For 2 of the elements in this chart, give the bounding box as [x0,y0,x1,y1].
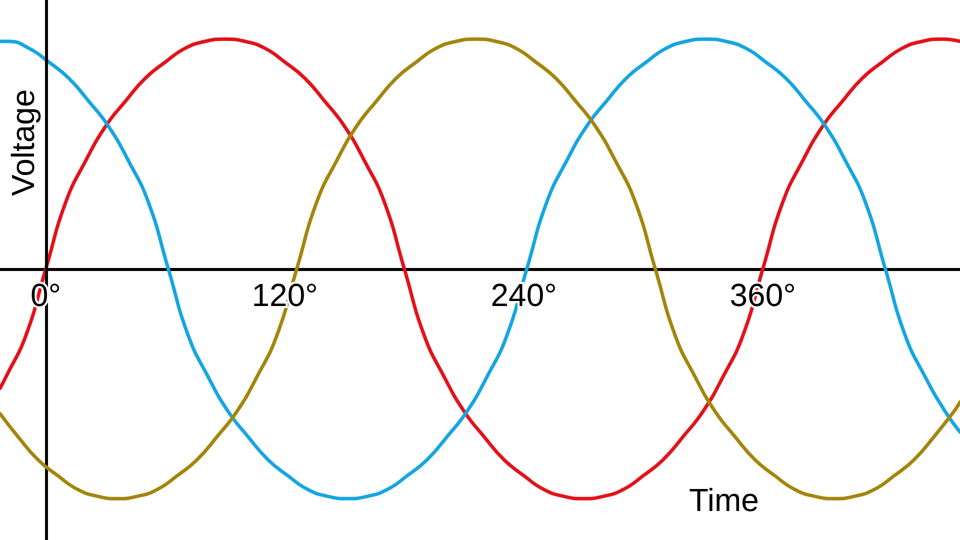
y-axis-title: Voltage [5,89,41,196]
x-axis-title: Time [689,482,759,518]
